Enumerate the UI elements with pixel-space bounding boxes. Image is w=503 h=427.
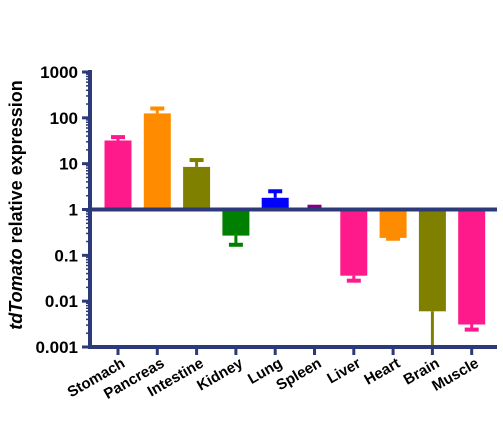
y-tick-label: 10 — [59, 155, 78, 174]
bar-intestine — [183, 166, 211, 210]
bar-liver — [340, 209, 368, 276]
bar-stomach — [104, 140, 132, 210]
axes-group — [82, 70, 497, 355]
bar-brain — [418, 209, 446, 312]
y-axis-title: tdTomato relative expression — [6, 80, 26, 329]
x-category-label: Liver — [324, 355, 364, 388]
bar-heart — [379, 209, 407, 238]
bar-muscle — [458, 209, 486, 325]
bar-pancreas — [143, 113, 171, 210]
y-tick-labels: 0.001 0.01 0.1 1 10 100 1000 — [35, 63, 78, 357]
y-tick-label: 1000 — [40, 63, 78, 82]
y-tick-label: 1 — [69, 201, 78, 220]
x-category-label: Spleen — [273, 355, 324, 394]
bars-group — [104, 113, 486, 325]
x-category-label: Heart — [361, 355, 403, 389]
y-tick-label: 0.1 — [54, 246, 78, 265]
y-tick-label: 0.01 — [45, 292, 78, 311]
y-tick-label: 0.001 — [35, 338, 78, 357]
y-tick-label: 100 — [50, 109, 78, 128]
bar-lung — [261, 197, 289, 210]
x-category-label: Kidney — [194, 354, 246, 394]
bar-kidney — [222, 209, 250, 236]
